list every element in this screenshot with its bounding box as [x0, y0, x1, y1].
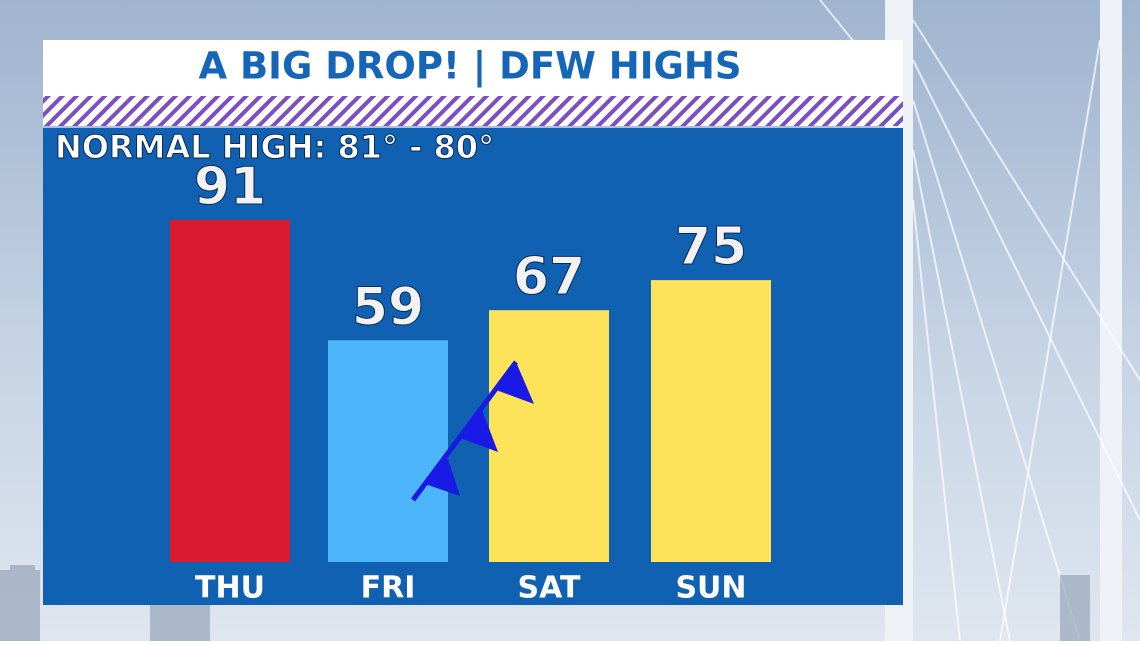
cold-front — [410, 360, 534, 502]
subtitle: NORMAL HIGH: 81° - 80° — [55, 128, 494, 166]
x-tick-label: THU — [195, 571, 265, 606]
value-label: 91 — [194, 157, 266, 217]
chart-title: A BIG DROP! | DFW HIGHS — [198, 45, 741, 88]
x-tick-label: SUN — [675, 571, 746, 606]
stripe-band — [43, 96, 903, 126]
value-label: 59 — [352, 277, 424, 337]
bar — [651, 280, 771, 562]
x-tick-label: FRI — [361, 571, 416, 606]
value-label: 75 — [675, 217, 747, 277]
value-label: 67 — [513, 247, 585, 307]
bars: 91 THU 59 FRI 67 SAT 75 SUN — [170, 157, 771, 606]
bar — [328, 340, 448, 562]
bar — [489, 310, 609, 562]
title-band — [43, 40, 903, 97]
x-tick-label: SAT — [518, 571, 581, 606]
bar — [170, 220, 290, 562]
skyline — [0, 565, 1090, 641]
